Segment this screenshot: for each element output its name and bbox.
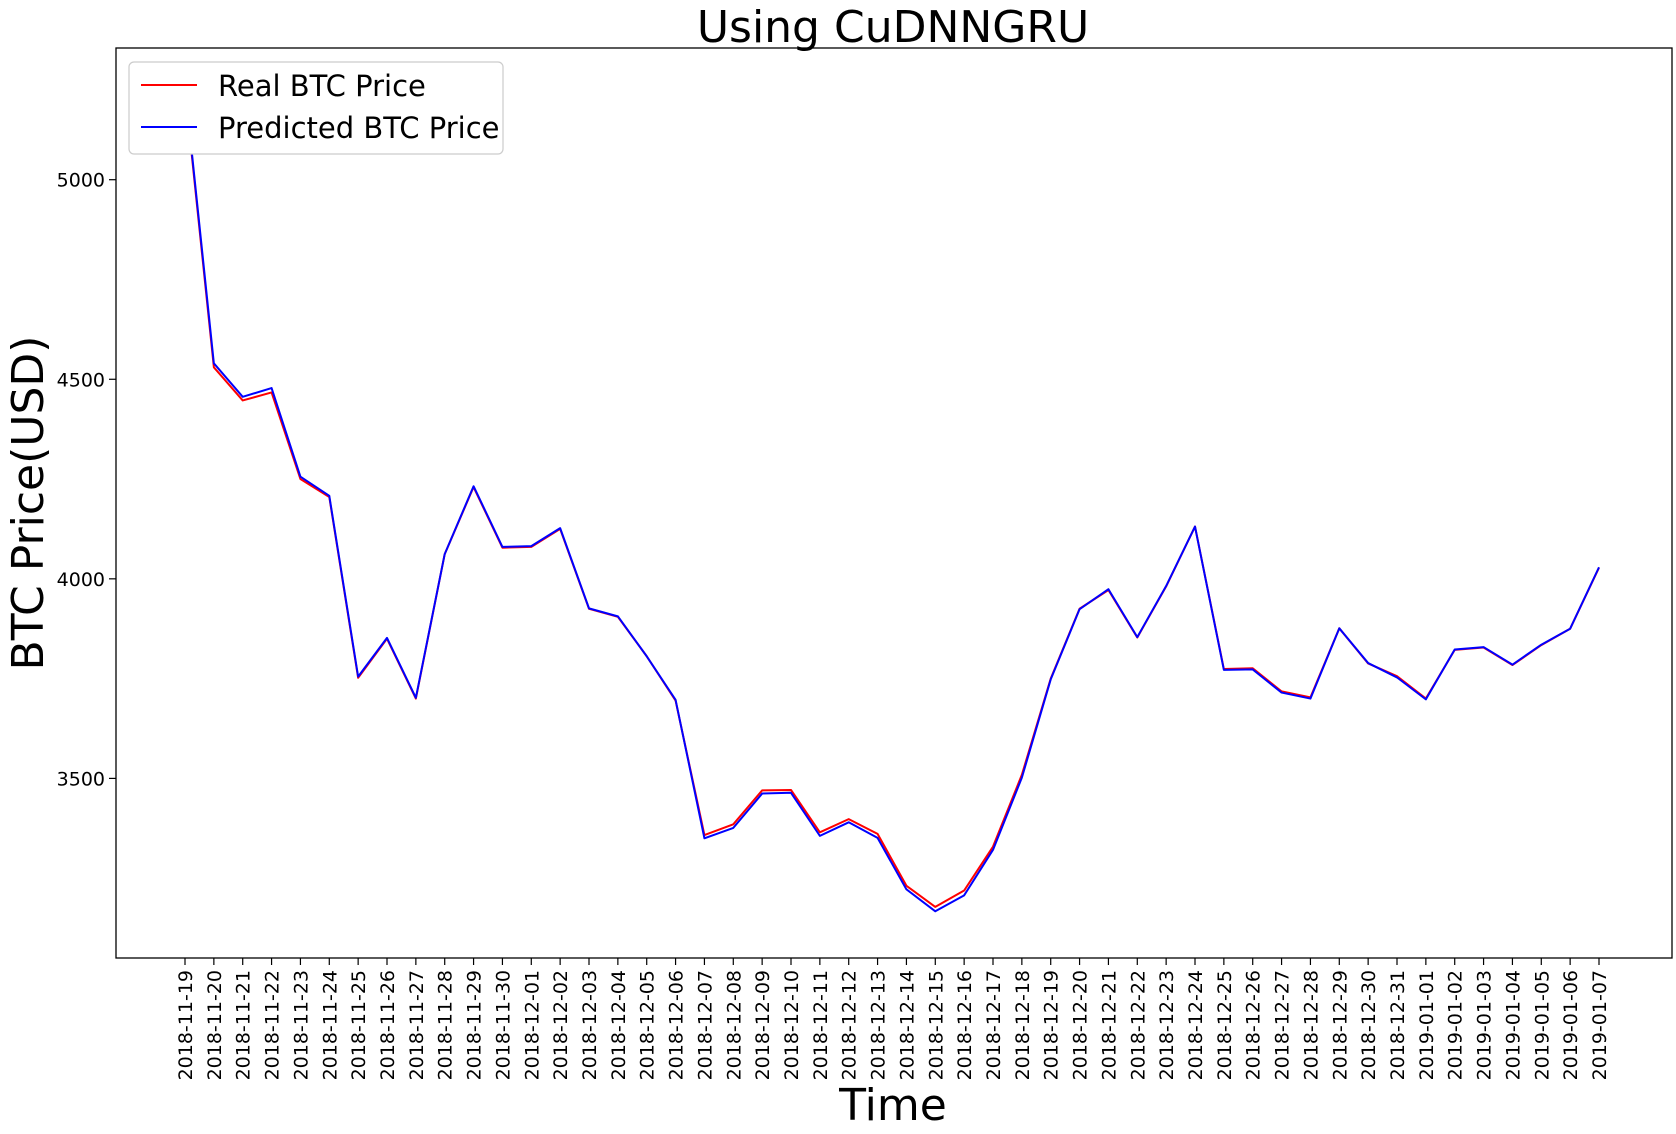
x-tick-label: 2018-11-19: [175, 970, 197, 1080]
x-tick-label: 2019-01-01: [1416, 970, 1438, 1080]
x-tick-label: 2018-11-27: [406, 970, 428, 1080]
legend-box: [128, 61, 504, 155]
x-tick-label: 2018-11-22: [262, 970, 284, 1080]
x-tick-label: 2018-11-24: [319, 970, 341, 1080]
chart-title: Using CuDNNGRU: [697, 2, 1089, 53]
x-tick-label: 2018-12-16: [954, 970, 976, 1080]
y-axis-label: BTC Price(USD): [3, 336, 54, 671]
x-tick-label: 2018-12-17: [983, 970, 1005, 1080]
x-tick-label: 2018-12-14: [896, 970, 918, 1080]
x-tick-label: 2018-12-24: [1185, 970, 1207, 1080]
legend: Real BTC Price Predicted BTC Price: [128, 61, 504, 155]
x-tick-label: 2018-11-25: [348, 970, 370, 1080]
x-tick-label: 2018-11-29: [464, 970, 486, 1080]
y-tick-label: 5000: [57, 170, 105, 192]
legend-label-real: Real BTC Price: [218, 69, 426, 103]
x-tick-label: 2018-12-23: [1156, 970, 1178, 1080]
x-tick-label: 2018-12-25: [1214, 970, 1236, 1080]
x-tick-label: 2019-01-05: [1531, 970, 1553, 1080]
x-tick-label: 2019-01-07: [1589, 970, 1611, 1080]
x-tick-label: 2018-12-06: [666, 970, 688, 1080]
x-tick-label: 2019-01-04: [1502, 970, 1524, 1080]
x-tick-label: 2018-12-04: [608, 970, 630, 1080]
x-tick-label: 2018-12-15: [925, 970, 947, 1080]
x-tick-label: 2018-12-26: [1243, 970, 1265, 1080]
x-tick-label: 2018-12-05: [637, 970, 659, 1080]
legend-label-predicted: Predicted BTC Price: [218, 111, 499, 145]
x-tick-label: 2018-12-18: [1012, 970, 1034, 1080]
x-tick-label: 2018-12-19: [1041, 970, 1063, 1080]
x-tick-label: 2018-12-20: [1070, 970, 1092, 1080]
x-tick-label: 2018-12-11: [810, 970, 832, 1080]
x-tick-label: 2018-12-31: [1387, 970, 1409, 1080]
x-tick-label: 2018-12-28: [1300, 970, 1322, 1080]
x-tick-label: 2019-01-06: [1560, 970, 1582, 1080]
x-tick-label: 2019-01-03: [1474, 970, 1496, 1080]
x-axis-label: Time: [838, 1080, 947, 1131]
x-tick-label: 2018-12-22: [1127, 970, 1149, 1080]
x-tick-label: 2018-12-08: [723, 970, 745, 1080]
y-tick-label: 4000: [57, 569, 105, 591]
x-tick-label: 2018-12-12: [839, 970, 861, 1080]
x-tick-label: 2018-12-07: [694, 970, 716, 1080]
x-tick-label: 2018-12-03: [579, 970, 601, 1080]
x-tick-label: 2018-12-29: [1329, 970, 1351, 1080]
x-tick-label: 2018-11-30: [492, 970, 514, 1080]
plot-area: [115, 47, 1673, 959]
y-tick-label: 4500: [57, 369, 105, 391]
x-tick-label: 2018-12-27: [1272, 970, 1294, 1080]
series-line-real: [184, 89, 1600, 908]
x-tick-label: 2018-11-23: [290, 970, 312, 1080]
x-tick-label: 2018-12-09: [752, 970, 774, 1080]
x-tick-label: 2018-12-13: [868, 970, 890, 1080]
series-line-predicted: [184, 87, 1600, 913]
y-tick-label: 3500: [57, 768, 105, 790]
x-tick-label: 2018-11-28: [435, 970, 457, 1080]
x-tick-label: 2018-12-01: [521, 970, 543, 1080]
x-tick-label: 2018-11-21: [233, 970, 255, 1080]
x-tick-label: 2018-12-21: [1098, 970, 1120, 1080]
x-tick-label: 2018-12-10: [781, 970, 803, 1080]
y-axis: 3500 4000 4500 5000: [57, 170, 116, 790]
x-tick-label: 2018-12-02: [550, 970, 572, 1080]
x-tick-label: 2018-12-30: [1358, 970, 1380, 1080]
x-tick-label: 2019-01-02: [1445, 970, 1467, 1080]
x-axis: 2018-11-19 2018-11-20 2018-11-21 2018-11-22…: [175, 958, 1611, 1080]
x-tick-label: 2018-11-26: [377, 970, 399, 1080]
series-layer: [184, 87, 1600, 913]
x-tick-label: 2018-11-20: [204, 970, 226, 1080]
